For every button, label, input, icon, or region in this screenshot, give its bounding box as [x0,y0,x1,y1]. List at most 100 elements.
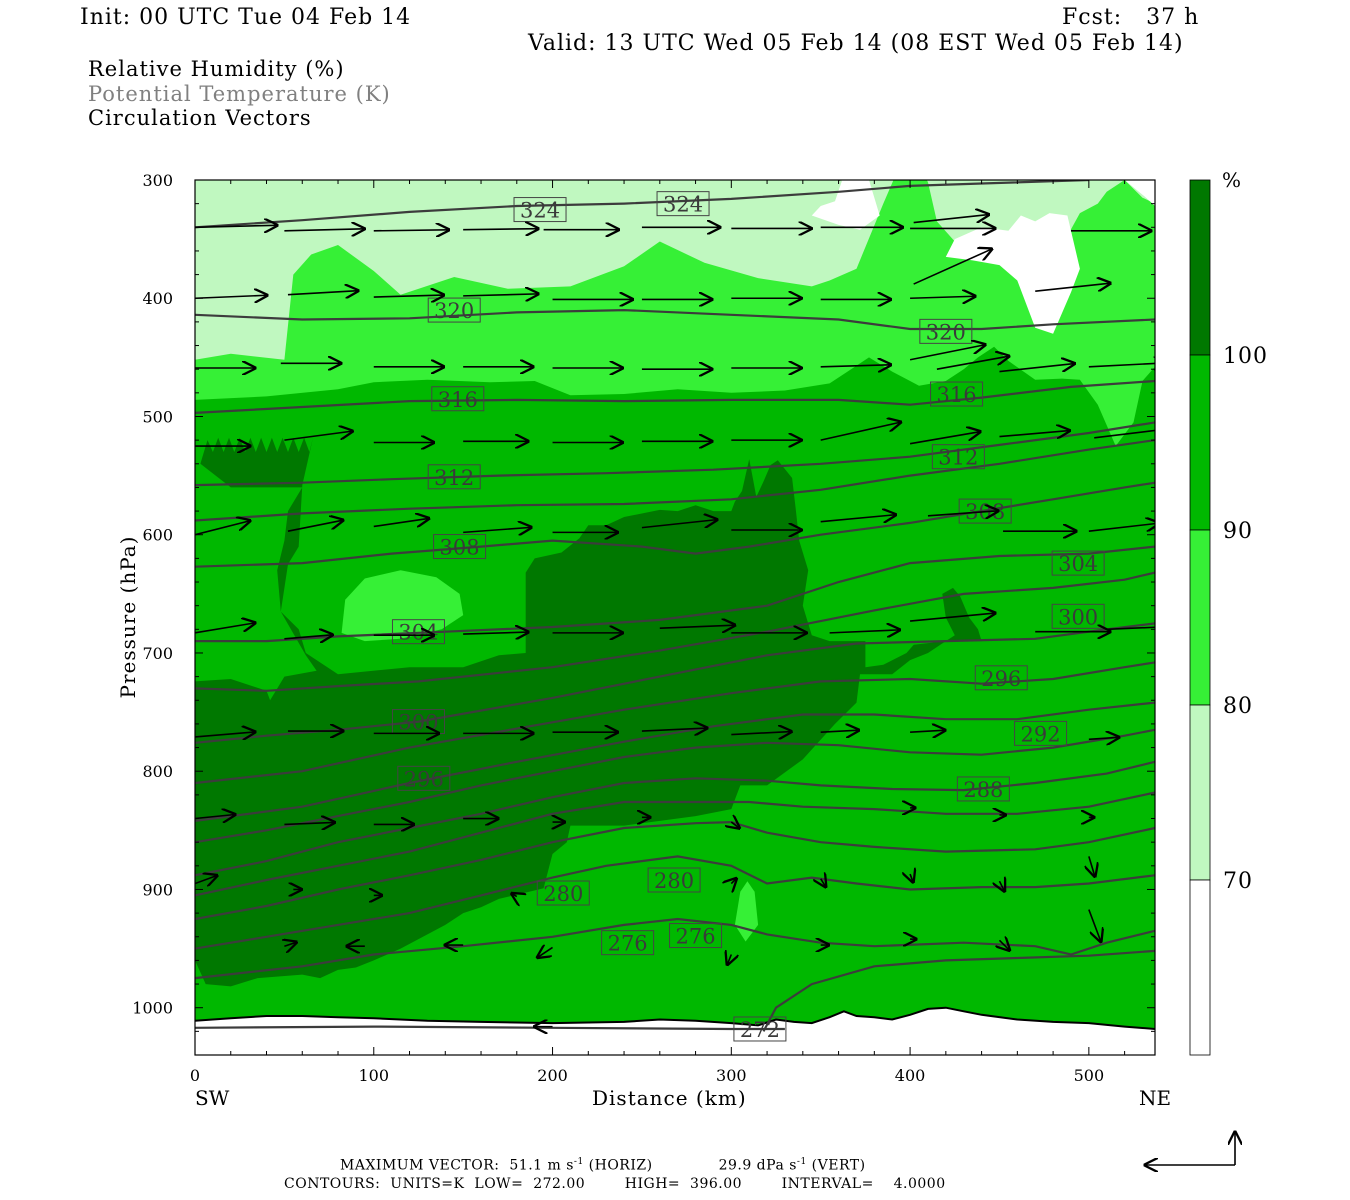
contour-label: 280 [543,882,583,906]
contour-label: 296 [981,667,1021,691]
circulation-vector [999,364,1074,373]
circulation-vector [284,431,352,441]
contour-label-box [647,867,701,893]
circulation-vector [287,520,343,532]
contour-label: 288 [963,778,1003,802]
y-tick-label: 700 [142,644,173,663]
colorbar-label: 90 [1223,519,1253,544]
x-tick-label: 400 [895,1066,926,1085]
y-tick-label: 300 [142,171,173,190]
contour-label: 324 [520,199,560,223]
contour-label-box [958,498,1012,524]
contour-label: 316 [937,383,977,407]
x-tick-label: 200 [537,1066,568,1085]
forecast-hour: Fcst: 37 h [1062,5,1200,30]
circulation-vector [659,625,735,628]
circulation-vector [373,518,429,526]
contour-label-box [433,534,487,560]
circulation-vector [373,230,449,231]
contour-label: 292 [1021,722,1061,746]
circulation-vector [1088,363,1155,367]
circulation-vector [641,520,717,529]
circulation-vector [910,296,975,298]
circulation-vector [731,879,736,884]
circulation-vector [909,345,985,361]
theta-contour-line [195,728,1155,844]
circulation-vector [999,881,1004,891]
y-tick-label: 900 [142,880,173,899]
circulation-vector [910,613,995,622]
colorbar-segment [1189,704,1211,881]
y-tick-label: 400 [142,289,173,308]
legend-theta: Potential Temperature (K) [88,82,391,106]
circulation-vector [1088,909,1101,942]
contour-label: 272 [740,1018,780,1042]
theta-contour-line [195,760,1155,877]
theta-contour-line [838,180,843,182]
contour-label-box [669,923,723,949]
colorbar-label: 100 [1223,344,1268,369]
contour-label: 320 [926,320,966,344]
contour-label: 312 [434,466,474,490]
theta-contour-line [195,379,1155,414]
circulation-vector [195,521,250,536]
circulation-vector [195,732,255,737]
rh-band-100 [195,437,982,987]
theta-contour-line [195,820,1155,921]
theta-contour-line [195,571,1155,692]
contour-label: 300 [1058,605,1098,629]
contour-label: 276 [676,925,716,949]
circulation-vector [829,630,900,633]
contour-label-box [513,197,567,223]
contour-label: 300 [398,711,438,735]
max-vector-horiz-text: MAXIMUM VECTOR: 51.1 m s [340,1157,574,1174]
circulation-vector [463,527,531,532]
max-vector-horiz-exp: -1 [573,1157,584,1167]
circulation-vector [927,511,998,516]
contour-label: 324 [663,193,703,217]
circulation-vector [909,432,980,445]
contour-label-box [956,776,1010,802]
theta-contour-line [195,180,1089,229]
circulation-vector [1088,523,1155,532]
circulation-vector [820,365,891,367]
y-tick-label: 500 [142,407,173,426]
x-tick-label: 300 [716,1066,747,1085]
circulation-vector [999,940,1009,950]
contour-label-box [431,386,485,412]
circulation-vector [512,894,517,897]
circulation-vector [463,229,538,230]
theta-contour-line [195,1025,785,1031]
colorbar-segment [1189,529,1211,706]
contour-label: 308 [440,536,480,560]
valid-time: Valid: 13 UTC Wed 05 Feb 14 (08 EST Wed … [528,31,1184,56]
contour-label: 304 [398,621,438,645]
contour-label: 296 [404,767,444,791]
circulation-vector [287,291,358,295]
contour-label-box [1051,603,1105,629]
plot-frame [194,179,1156,1056]
colorbar-segment [1189,354,1211,531]
y-tick-label: 1000 [132,999,173,1018]
circulation-vector [820,422,901,441]
circulation-vector [821,879,826,887]
contour-label: 320 [434,299,474,323]
circulation-vector [1035,283,1110,292]
circulation-vector [373,295,444,297]
y-tick-label: 600 [142,526,173,545]
legend-rh: Relative Humidity (%) [88,57,345,81]
circulation-vector [731,732,791,735]
circulation-vector [731,822,739,828]
init-time: Init: 00 UTC Tue 04 Feb 14 [80,5,412,30]
contour-label: 312 [938,446,978,470]
theta-contour-line [762,949,1155,1032]
contour-label-box [656,191,710,217]
contour-label: 276 [608,932,648,956]
contour-label-box [391,619,445,645]
colorbar-segment [1189,179,1211,356]
theta-contour-line [195,481,1155,568]
theta-contour-line [195,661,1155,785]
theta-contour-line [195,439,1155,522]
contour-label-box [930,381,984,407]
